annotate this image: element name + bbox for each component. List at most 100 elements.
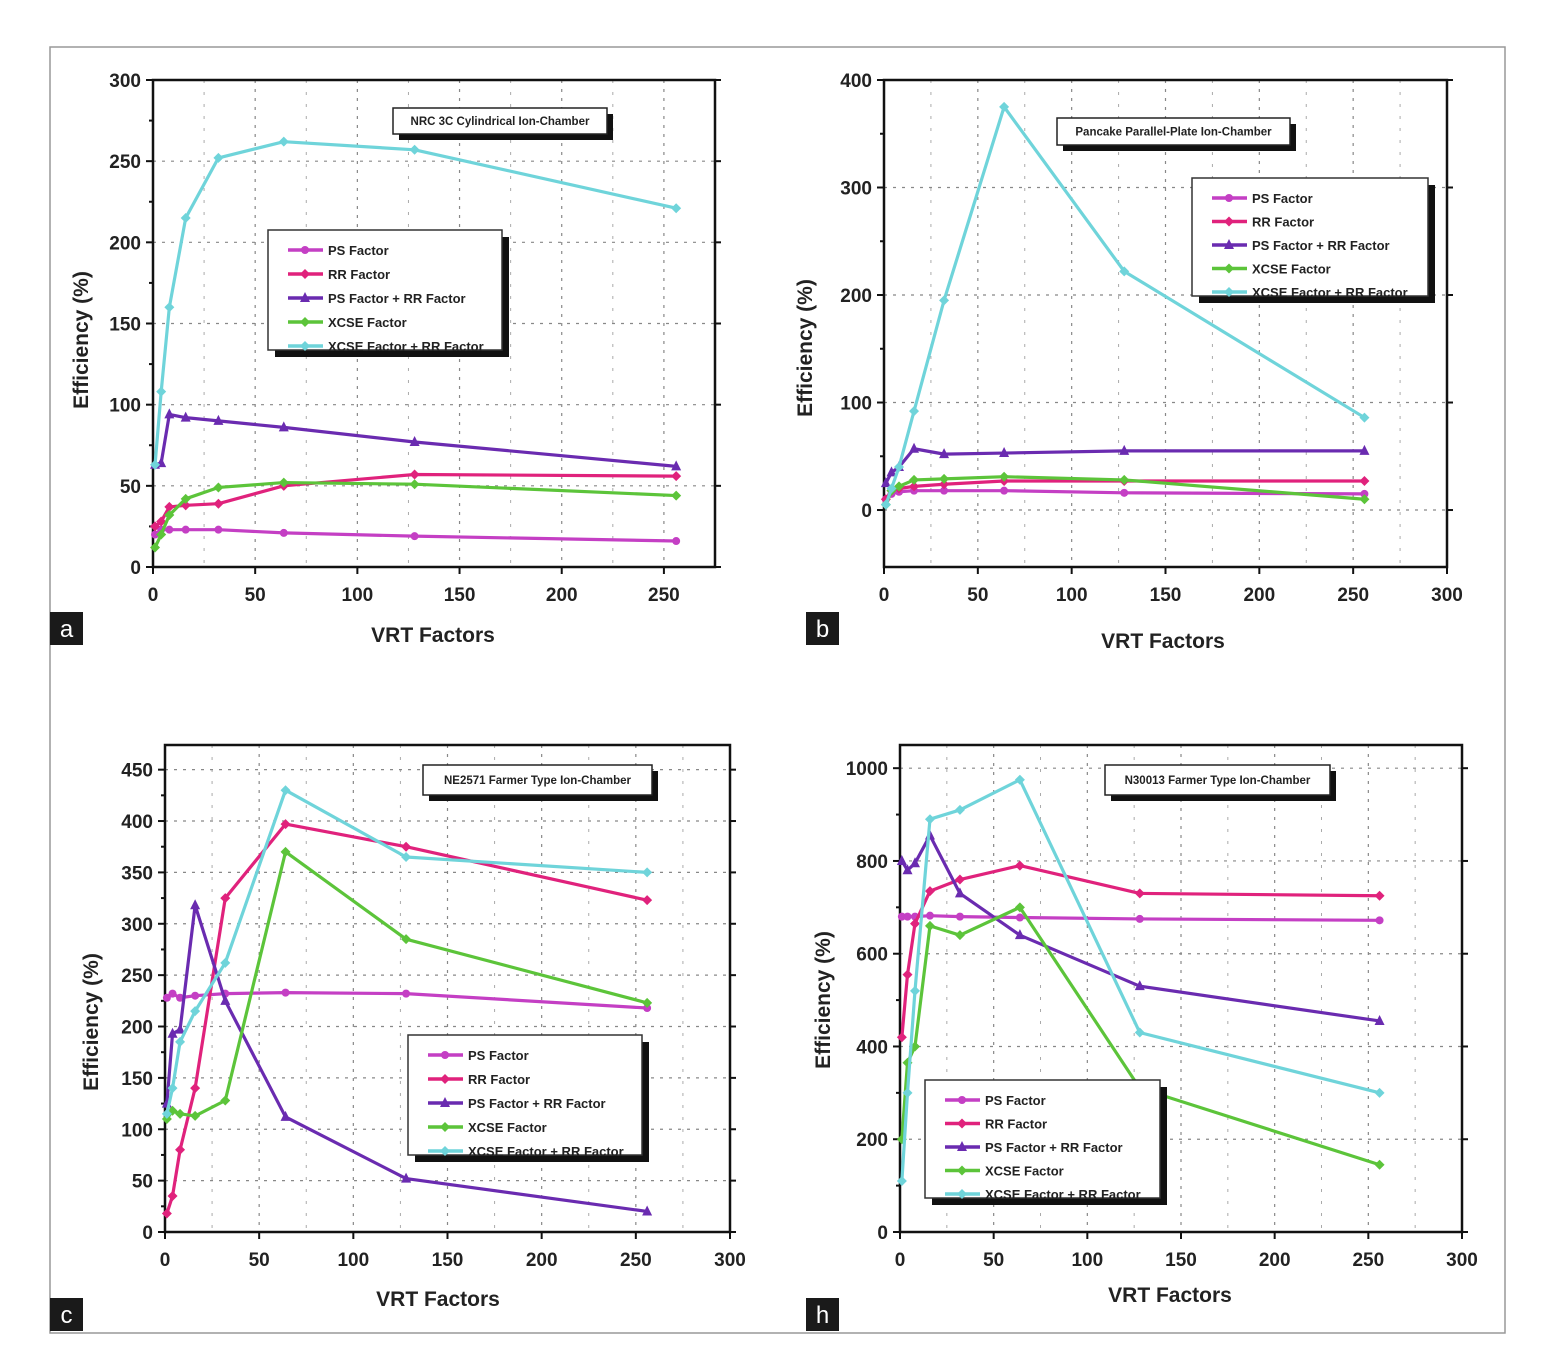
data-point-xcse — [401, 934, 412, 945]
chart-title: NRC 3C Cylindrical Ion-Chamber — [411, 116, 590, 128]
data-point-xcse — [278, 477, 289, 488]
data-point-rr — [156, 516, 167, 527]
x-tick-label: 0 — [160, 1250, 171, 1271]
data-point-xcse — [280, 846, 291, 857]
data-point-psrr — [671, 460, 682, 471]
legend-label: XCSE Factor + RR Factor — [1252, 285, 1408, 300]
data-point-rr — [954, 874, 965, 885]
data-point-psrr — [1374, 1014, 1385, 1025]
y-axis-label: Efficiency (%) — [80, 953, 103, 1091]
data-point-psrr — [280, 1110, 291, 1121]
x-tick-label: 150 — [1150, 585, 1182, 606]
legend-marker-rr — [957, 1118, 967, 1129]
data-point-xcse_rr — [880, 499, 891, 510]
data-point-ps — [151, 530, 160, 539]
legend-label: XCSE Factor — [1252, 262, 1331, 277]
legend-label: XCSE Factor — [328, 315, 407, 330]
data-point-psrr — [401, 1172, 412, 1183]
data-point-psrr — [886, 466, 897, 477]
y-tick-label: 0 — [130, 558, 141, 579]
legend: PS Factor RR Factor PS Factor + RR Factor X… — [267, 229, 509, 357]
series-xcse_rr — [161, 785, 653, 1119]
x-tick-label: 50 — [983, 1250, 1004, 1271]
data-point-xcse — [1374, 1159, 1385, 1170]
data-point-ps — [410, 532, 419, 541]
series-ps — [897, 911, 1384, 925]
legend-marker-ps — [301, 246, 309, 254]
y-tick-label: 100 — [840, 394, 872, 415]
data-point-xcse_rr — [175, 1036, 186, 1047]
data-point-ps — [181, 525, 190, 534]
data-point-xcse_rr — [150, 459, 161, 470]
data-point-xcse — [156, 529, 167, 540]
data-point-psrr — [220, 994, 231, 1005]
legend: PS Factor RR Factor PS Factor + RR Factor X… — [1191, 177, 1435, 303]
data-point-xcse — [409, 479, 420, 490]
x-tick-label: 50 — [967, 585, 988, 606]
y-tick-label: 400 — [856, 1037, 888, 1058]
legend-label: PS Factor + RR Factor — [1252, 238, 1390, 253]
data-point-ps — [176, 993, 185, 1002]
legend-marker-ps — [441, 1051, 449, 1059]
data-point-ps — [281, 988, 290, 997]
legend-marker-psrr — [440, 1097, 450, 1107]
data-point-rr — [1014, 860, 1025, 871]
title-box — [1056, 117, 1291, 146]
legend: PS Factor RR Factor PS Factor + RR Factor X… — [924, 1079, 1167, 1205]
data-point-xcse_rr — [161, 1108, 172, 1119]
x-tick-label: 150 — [1165, 1250, 1197, 1271]
data-point-xcse — [190, 1110, 201, 1121]
x-tick-label: 250 — [1337, 585, 1369, 606]
data-point-xcse — [924, 920, 935, 931]
data-point-xcse_rr — [180, 212, 191, 223]
data-point-xcse — [999, 471, 1010, 482]
data-point-xcse_rr — [886, 483, 897, 494]
legend-marker-xcse_rr — [440, 1146, 450, 1156]
data-point-psrr — [164, 408, 175, 419]
data-point-ps — [168, 989, 177, 998]
data-point-xcse_rr — [939, 295, 950, 306]
data-point-xcse — [909, 474, 920, 485]
data-point-xcse — [954, 930, 965, 941]
legend-label: XCSE Factor — [985, 1164, 1064, 1179]
series-xcse — [161, 846, 653, 1124]
legend-label: RR Factor — [985, 1117, 1047, 1132]
data-point-xcse_rr — [896, 1175, 907, 1186]
y-tick-label: 250 — [109, 152, 141, 173]
data-point-rr — [909, 918, 920, 929]
data-point-ps — [903, 912, 912, 921]
y-tick-label: 150 — [121, 1069, 153, 1090]
series-line-xcse_rr — [153, 140, 677, 465]
y-tick-label: 800 — [856, 852, 888, 873]
data-point-xcse — [220, 1095, 231, 1106]
data-point-xcse — [213, 482, 224, 493]
legend-label: RR Factor — [1252, 215, 1314, 230]
x-tick-label: 200 — [546, 585, 578, 606]
data-point-psrr — [190, 899, 201, 910]
data-point-psrr — [175, 1023, 186, 1034]
data-point-psrr — [213, 414, 224, 425]
data-point-rr — [924, 886, 935, 897]
legend-marker-xcse_rr — [957, 1189, 967, 1199]
y-tick-label: 150 — [109, 315, 141, 336]
data-point-ps — [214, 525, 223, 534]
data-point-rr — [642, 895, 653, 906]
data-point-xcse_rr — [642, 867, 653, 878]
data-point-psrr — [180, 411, 191, 422]
x-tick-label: 0 — [148, 585, 159, 606]
legend: PS Factor RR Factor PS Factor + RR Factor X… — [407, 1034, 649, 1162]
legend-marker-rr — [300, 269, 310, 279]
data-point-xcse_rr — [1014, 774, 1025, 785]
y-axis-label: Efficiency (%) — [794, 279, 817, 417]
data-point-rr — [896, 1032, 907, 1043]
legend-marker-rr — [440, 1074, 450, 1084]
chart-panel-b: 0 50 100 150 200 250 300 0 100 200 300 400 VRT Facto… — [794, 71, 1463, 653]
data-point-psrr — [642, 1205, 653, 1216]
data-point-psrr — [909, 442, 920, 453]
data-point-rr — [150, 521, 161, 532]
data-point-rr — [909, 481, 920, 492]
series-line-rr — [900, 863, 1380, 1038]
legend-label: XCSE Factor + RR Factor — [328, 339, 484, 354]
data-point-xcse_rr — [954, 804, 965, 815]
x-tick-label: 300 — [1431, 585, 1463, 606]
